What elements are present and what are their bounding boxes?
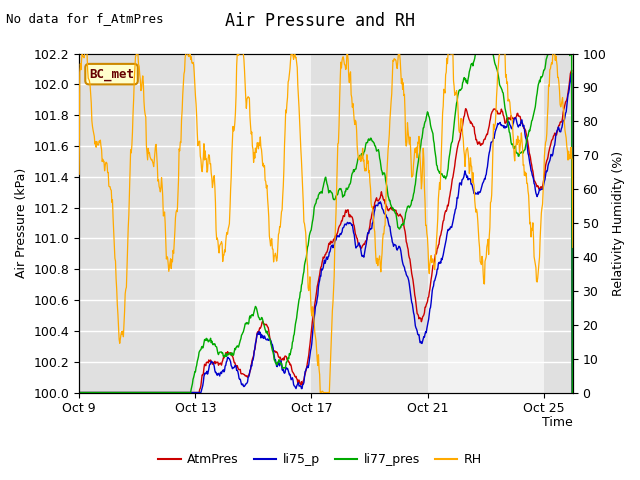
Legend: AtmPres, li75_p, li77_pres, RH: AtmPres, li75_p, li77_pres, RH xyxy=(154,448,486,471)
Bar xyxy=(544,54,573,393)
Bar xyxy=(312,54,428,393)
Y-axis label: Air Pressure (kPa): Air Pressure (kPa) xyxy=(15,168,28,278)
Bar xyxy=(428,54,544,393)
Text: Time: Time xyxy=(542,416,573,429)
Text: BC_met: BC_met xyxy=(89,68,134,81)
Y-axis label: Relativity Humidity (%): Relativity Humidity (%) xyxy=(612,151,625,296)
Bar xyxy=(195,54,312,393)
Bar xyxy=(79,54,195,393)
Text: Air Pressure and RH: Air Pressure and RH xyxy=(225,12,415,30)
Text: No data for f_AtmPres: No data for f_AtmPres xyxy=(6,12,164,25)
